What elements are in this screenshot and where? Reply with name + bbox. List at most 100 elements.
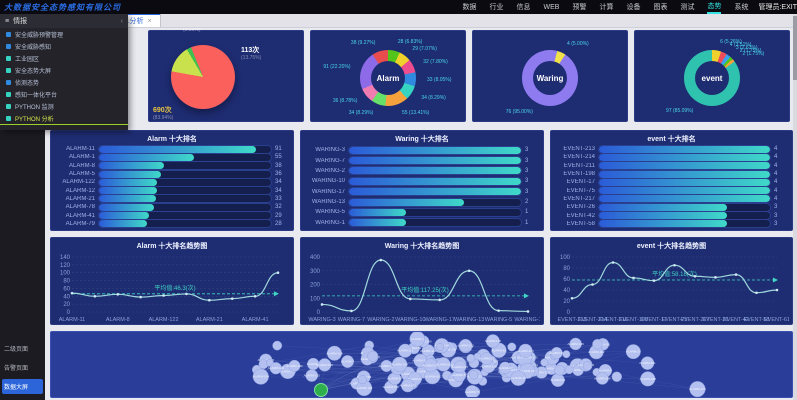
bar-row: WARING-3 3 — [301, 145, 543, 155]
nav-item-8[interactable]: 测试 — [680, 4, 695, 11]
bar-fill[interactable] — [99, 220, 148, 228]
nav-item-9[interactable]: 态势 — [707, 1, 722, 14]
nav-item-6[interactable]: 设备 — [626, 4, 641, 11]
menu-item-icon — [6, 31, 11, 37]
svg-text:120: 120 — [60, 263, 71, 269]
sidebar-item-6[interactable]: PYTHON 监测 — [0, 100, 128, 112]
bar-fill[interactable] — [99, 170, 161, 178]
line-chart[interactable]: 020406080100EVENT-213EVENT-214EVENT-211E… — [554, 252, 789, 324]
bar-value: 36 — [275, 171, 282, 178]
bar-fill[interactable] — [349, 177, 521, 185]
svg-text:100: 100 — [560, 255, 571, 261]
scrollbar-thumb[interactable] — [793, 16, 797, 80]
alarm-relation-graph-panel: ALARM-135ALARM-7ALARM-6ALARM-45ALARM-153… — [50, 331, 793, 398]
svg-text:100: 100 — [310, 296, 321, 302]
sidebar-item-2[interactable]: 工业园区 — [0, 52, 128, 64]
nav-item-10[interactable]: 系统 — [734, 4, 749, 11]
bar-fill[interactable] — [99, 187, 158, 195]
bar-label: WARING-17 — [311, 188, 345, 195]
bar-label: EVENT-211 — [563, 162, 595, 169]
nav-item-2[interactable]: 信息 — [516, 4, 531, 11]
svg-text:ALARM-20: ALARM-20 — [511, 376, 526, 380]
bar-fill[interactable] — [349, 198, 464, 206]
nav-item-3[interactable]: WEB — [543, 3, 560, 11]
bar-track — [598, 161, 771, 171]
bar-row: ALARM-21 33 — [51, 194, 293, 204]
rail-item-2[interactable]: 数据大屏 — [2, 379, 43, 394]
sidebar-menu-header[interactable]: ≡ 情报 ‹ — [0, 14, 128, 28]
sidebar-item-5[interactable]: 感知一体化平台 — [0, 88, 128, 100]
bar-fill[interactable] — [99, 145, 256, 153]
tab-close-icon[interactable]: × — [147, 18, 152, 25]
bar-label: ALARM-12 — [65, 187, 95, 194]
nav-item-5[interactable]: 计算 — [599, 4, 614, 11]
nav-item-4[interactable]: 预警 — [572, 4, 587, 11]
graph-highlight-node[interactable] — [314, 383, 328, 397]
page-scrollbar[interactable] — [793, 14, 797, 400]
bar-fill[interactable] — [599, 162, 770, 170]
pie-chart[interactable] — [171, 45, 235, 109]
bar-fill[interactable] — [349, 188, 521, 196]
rail-item-1[interactable]: 告警页面 — [4, 366, 29, 372]
bar-fill[interactable] — [599, 212, 728, 220]
bar-label: WARING-7 — [315, 157, 345, 164]
menu-item-icon — [6, 55, 11, 61]
nav-item-7[interactable]: 图表 — [653, 4, 668, 11]
pie-slice-label: 690次 (83.94%) — [153, 107, 174, 121]
bar-label: EVENT-217 — [563, 195, 595, 202]
event-top10-panel: event 十大排名 EVENT-213 4 EVENT-214 4 EVENT-211… — [550, 130, 793, 231]
donut-segment-label: 29 (7.07%) — [412, 45, 437, 52]
bar-fill[interactable] — [599, 178, 770, 186]
menu-item-icon — [6, 103, 11, 109]
bar-fill[interactable] — [599, 145, 770, 153]
svg-text:WARING-10: WARING-10 — [395, 317, 425, 323]
bar-value: 4 — [774, 146, 778, 153]
collapse-icon[interactable]: ‹ — [120, 17, 123, 25]
sidebar-item-1[interactable]: 安全威胁感知 — [0, 40, 128, 52]
svg-text:0: 0 — [67, 310, 71, 316]
svg-text:ALARM-98: ALARM-98 — [549, 351, 564, 355]
graph-nodes[interactable]: ALARM-135ALARM-7ALARM-6ALARM-45ALARM-153… — [252, 332, 706, 397]
bar-fill[interactable] — [349, 146, 521, 154]
svg-text:60: 60 — [563, 277, 570, 283]
rail-item-0[interactable]: 二级页面 — [4, 347, 29, 353]
nav-item-1[interactable]: 行业 — [489, 4, 504, 11]
bar-fill[interactable] — [99, 178, 158, 186]
bar-fill[interactable] — [99, 203, 155, 211]
bar-value: 3 — [525, 167, 529, 174]
bar-value: 3 — [525, 157, 529, 164]
bar-fill[interactable] — [349, 157, 521, 165]
bar-fill[interactable] — [99, 212, 149, 220]
sidebar-item-7[interactable]: PYTHON 分析 — [0, 112, 128, 125]
bar-fill[interactable] — [599, 203, 728, 211]
svg-text:ALARM-76: ALARM-76 — [465, 390, 480, 394]
bar-value: 28 — [275, 220, 282, 227]
bar-fill[interactable] — [599, 170, 770, 178]
donut-chart[interactable]: Alarm — [360, 50, 416, 106]
bar-fill[interactable] — [349, 167, 521, 175]
donut-chart[interactable]: event — [684, 50, 740, 106]
bar-fill[interactable] — [599, 220, 728, 228]
bar-value: 33 — [275, 195, 282, 202]
donut-segment-label: 34 (8.29%) — [421, 94, 446, 101]
bar-fill[interactable] — [349, 219, 407, 227]
bar-fill[interactable] — [99, 162, 165, 170]
sidebar-item-3[interactable]: 安全态势大屏 — [0, 64, 128, 76]
nav-item-0[interactable]: 数据 — [462, 4, 477, 11]
bar-fill[interactable] — [599, 195, 770, 203]
bar-row: WARING-17 3 — [301, 187, 543, 197]
bar-fill[interactable] — [599, 153, 770, 161]
donut-chart[interactable]: Waring — [522, 50, 578, 106]
sidebar-item-4[interactable]: 侦测态势 — [0, 76, 128, 88]
bar-track — [348, 156, 522, 166]
relation-graph[interactable]: ALARM-135ALARM-7ALARM-6ALARM-45ALARM-153… — [51, 332, 792, 397]
bar-fill[interactable] — [99, 153, 194, 161]
user-account-label[interactable]: 管理员:EXIT — [758, 4, 797, 11]
bar-fill[interactable] — [349, 208, 407, 216]
bar-fill[interactable] — [599, 187, 770, 195]
sidebar-item-0[interactable]: 安全威胁预警管理 — [0, 28, 128, 40]
bar-fill[interactable] — [99, 195, 156, 203]
menu-item-label: PYTHON 监测 — [15, 104, 54, 111]
